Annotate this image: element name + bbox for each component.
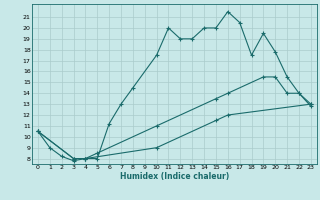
X-axis label: Humidex (Indice chaleur): Humidex (Indice chaleur) (120, 172, 229, 181)
